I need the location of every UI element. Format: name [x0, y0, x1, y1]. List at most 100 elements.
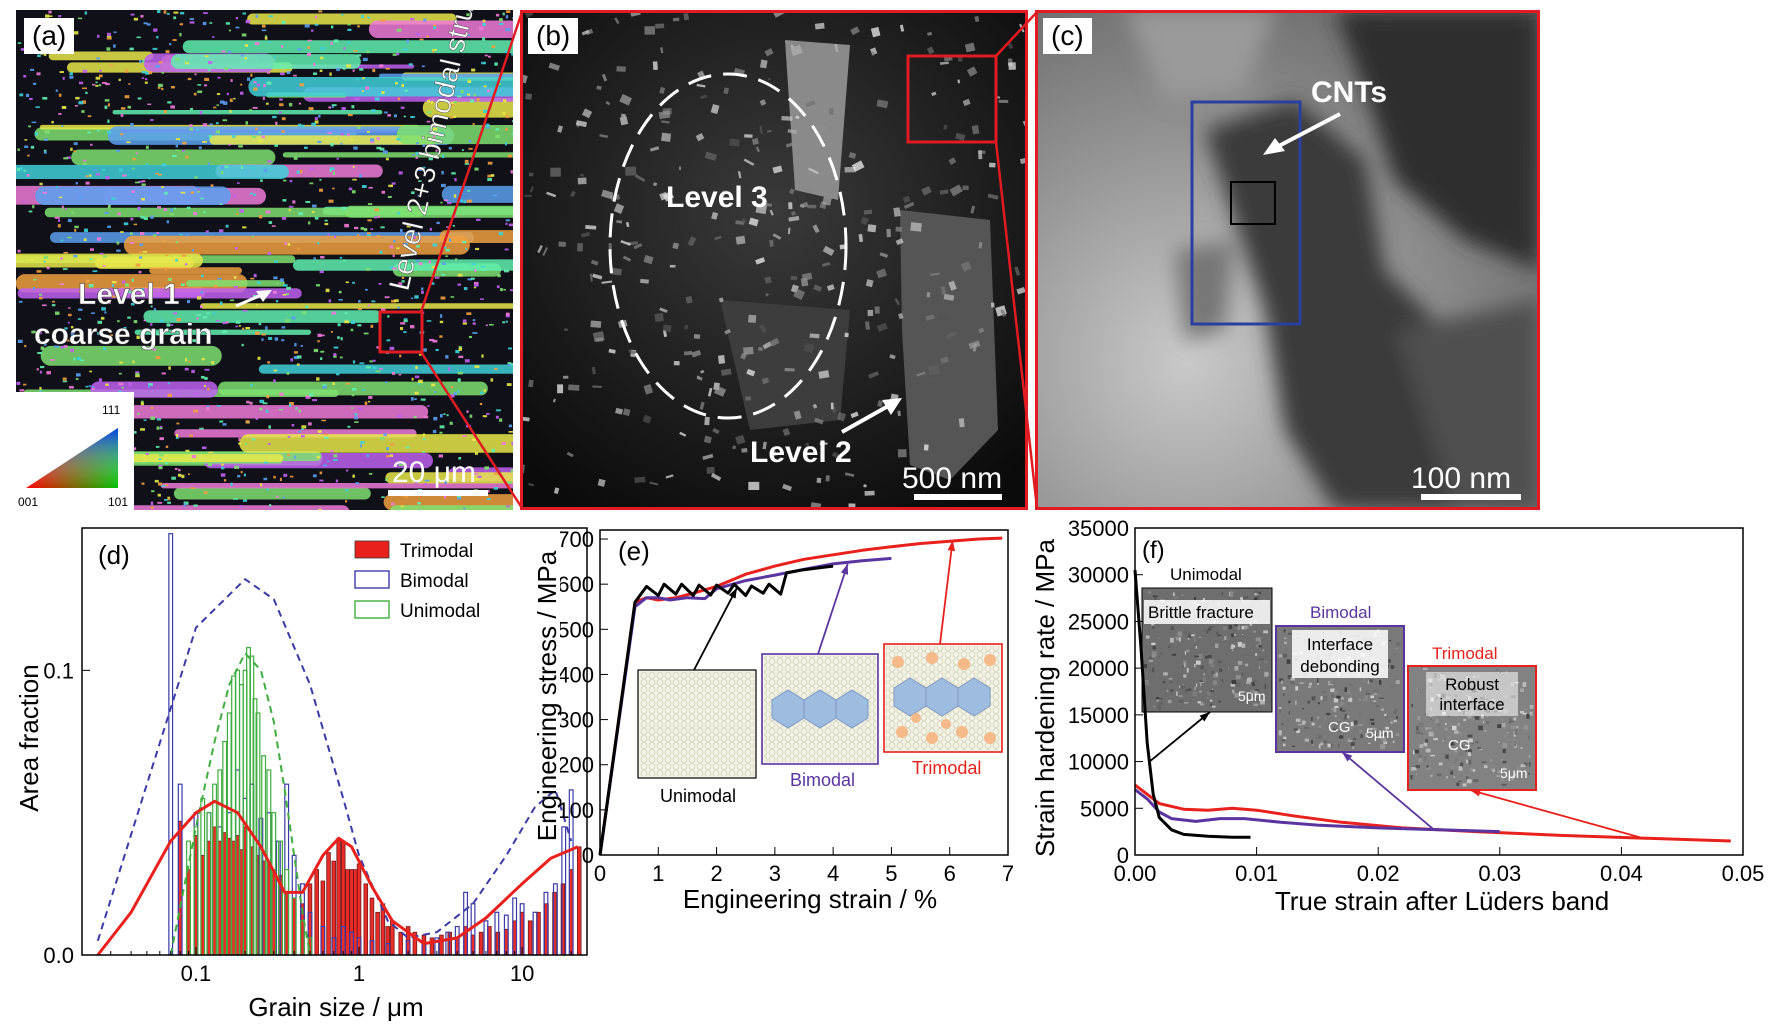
panel-c-tem-image: CNTs 100 nm (c) — [1035, 10, 1540, 510]
y-tick-label: 0 — [582, 843, 594, 868]
scale-bar-label: 20 μm — [392, 456, 476, 489]
arrow-f-unimodal — [1149, 711, 1211, 763]
cnt-detail-box — [1190, 100, 1302, 326]
level2-label: Level 2 — [750, 436, 852, 469]
y-tick-label: 300 — [560, 708, 594, 733]
inset-unimodal-fracture: Unimodal Brittle fracture 5μm — [1141, 565, 1273, 713]
chart-f-hardening: Unimodal Brittle fracture 5μm Bimodal In… — [1030, 518, 1772, 1036]
y-tick-label: 20000 — [1068, 656, 1129, 681]
f-trimodal-text-2: interface — [1439, 695, 1504, 714]
level3-label: Level 3 — [666, 181, 768, 214]
chart-e-panel-label: (e) — [618, 536, 650, 566]
x-tick-label: 0.02 — [1357, 861, 1400, 886]
f-trimodal-text-1: Robust — [1445, 675, 1499, 694]
zoom-connector-lines — [419, 11, 1039, 509]
legend-unimodal: Unimodal — [400, 601, 480, 622]
bar-trimodal — [398, 931, 403, 956]
x-tick-label: 0.01 — [1235, 861, 1278, 886]
bar-trimodal — [326, 852, 331, 956]
arrow-f-trimodal — [1469, 789, 1640, 839]
x-tick-label: 0.05 — [1722, 861, 1765, 886]
curve-trimodal — [1134, 783, 1731, 843]
panel-label-b: (b) — [528, 18, 579, 54]
bar-trimodal — [380, 903, 386, 956]
x-tick-label: 1 — [652, 861, 664, 886]
plot-frame — [599, 529, 1009, 856]
inset-unimodal-label: Unimodal — [660, 786, 736, 806]
panel-label-c: (c) — [1043, 18, 1092, 54]
level2-arrow — [841, 403, 891, 434]
chart-e-ylabel-visible: Engineering stress / MPa — [532, 550, 562, 841]
chart-d-xlabel: Grain size / μm — [248, 992, 423, 1022]
cnt-region-box — [906, 54, 998, 144]
bar-trimodal — [439, 934, 444, 956]
bar-trimodal — [527, 920, 533, 956]
chart-d-panel-label: (d) — [98, 540, 130, 570]
plot-frame — [1134, 527, 1744, 856]
fit-curve-unimodal — [169, 652, 311, 956]
legend-trimodal: Trimodal — [400, 541, 473, 562]
scale-bar-label: 100 nm — [1411, 462, 1511, 495]
x-tick-label: 7 — [1002, 861, 1014, 886]
curve-trimodal — [598, 536, 1003, 856]
scale-bar — [914, 494, 1002, 500]
y-tick-label: 35000 — [1068, 518, 1129, 541]
f-trimodal-title: Trimodal — [1432, 644, 1498, 663]
chart-e-xlabel: Engineering strain / % — [683, 884, 937, 914]
y-tick-label: 200 — [560, 753, 594, 778]
chart-f-panel-label: (f) — [1142, 537, 1165, 564]
inset-trimodal-label: Trimodal — [912, 758, 981, 778]
chart-d-ylabel: Area fraction — [14, 664, 44, 811]
x-tick-label: 0.03 — [1478, 861, 1521, 886]
bar-trimodal — [363, 883, 369, 956]
y-tick-label: 5000 — [1080, 796, 1129, 821]
arrow-unimodal — [693, 587, 738, 671]
y-tick-label: 15000 — [1068, 703, 1129, 728]
chart-e-stress-strain: Unimodal Bimodal Trimodal — [560, 518, 1030, 1036]
x-tick-label: 6 — [944, 861, 956, 886]
chart-e-ylabel-holder: Engineering stress / MPa — [532, 550, 562, 841]
ipf-label-001: 001 — [18, 495, 38, 509]
y-tick-label: 10000 — [1068, 750, 1129, 775]
level1-label-line2: coarse grain — [34, 318, 212, 351]
chart-d-grain-size: 0.1 1 10 0.0 0.1 (d) Grain size / μm Area fr… — [0, 518, 600, 1036]
fit-curve-trimodal — [96, 799, 579, 956]
y-tick-label: 25000 — [1068, 609, 1129, 634]
chart-f-ylabel: Strain hardening rate / MPa — [1030, 538, 1060, 856]
x-tick-label: 0.1 — [181, 961, 212, 986]
x-tick-label: 0.00 — [1114, 861, 1157, 886]
inset-trimodal-microstructure: Trimodal — [883, 643, 1003, 778]
inset-bimodal-label: Bimodal — [790, 770, 855, 790]
y-tick-label: 0 — [1117, 843, 1129, 868]
region-of-interest-box — [378, 310, 424, 354]
f-bimodal-text-2: debonding — [1300, 657, 1379, 676]
f-bimodal-text-1: Interface — [1307, 635, 1373, 654]
bar-trimodal — [375, 911, 380, 956]
curve-unimodal — [1133, 569, 1251, 839]
x-tick-label: 1 — [353, 961, 365, 986]
cnt-inner-box — [1230, 181, 1276, 225]
f-trimodal-scale: 5μm — [1500, 765, 1528, 781]
f-trimodal-cg: CG — [1448, 737, 1471, 754]
y-tick-label: 700 — [560, 527, 594, 552]
y-tick-label: 0.1 — [43, 658, 74, 683]
f-unimodal-text: Brittle fracture — [1148, 603, 1254, 622]
scale-bar — [388, 490, 488, 496]
y-tick-label: 100 — [560, 798, 594, 823]
y-tick-label: 600 — [560, 572, 594, 597]
x-tick-label: 2 — [710, 861, 722, 886]
inset-trimodal-fracture: Trimodal Robust interface CG 5μm — [1407, 644, 1537, 791]
arrow-trimodal — [939, 540, 956, 645]
panel-label-a: (a) — [24, 18, 75, 54]
f-unimodal-scale: 5μm — [1238, 688, 1266, 704]
bar-bimodal — [483, 920, 489, 956]
legend-bimodal: Bimodal — [400, 571, 469, 592]
y-tick-label: 0.0 — [43, 943, 74, 968]
bar-bimodal — [168, 533, 174, 956]
inset-bimodal-fracture: Bimodal Interface debonding CG 5μm — [1275, 603, 1405, 753]
bar-trimodal — [478, 931, 484, 956]
f-bimodal-scale: 5μm — [1366, 725, 1394, 741]
plot-frame — [81, 527, 588, 956]
x-tick-label: 4 — [827, 861, 839, 886]
cnts-arrow — [1274, 112, 1341, 150]
